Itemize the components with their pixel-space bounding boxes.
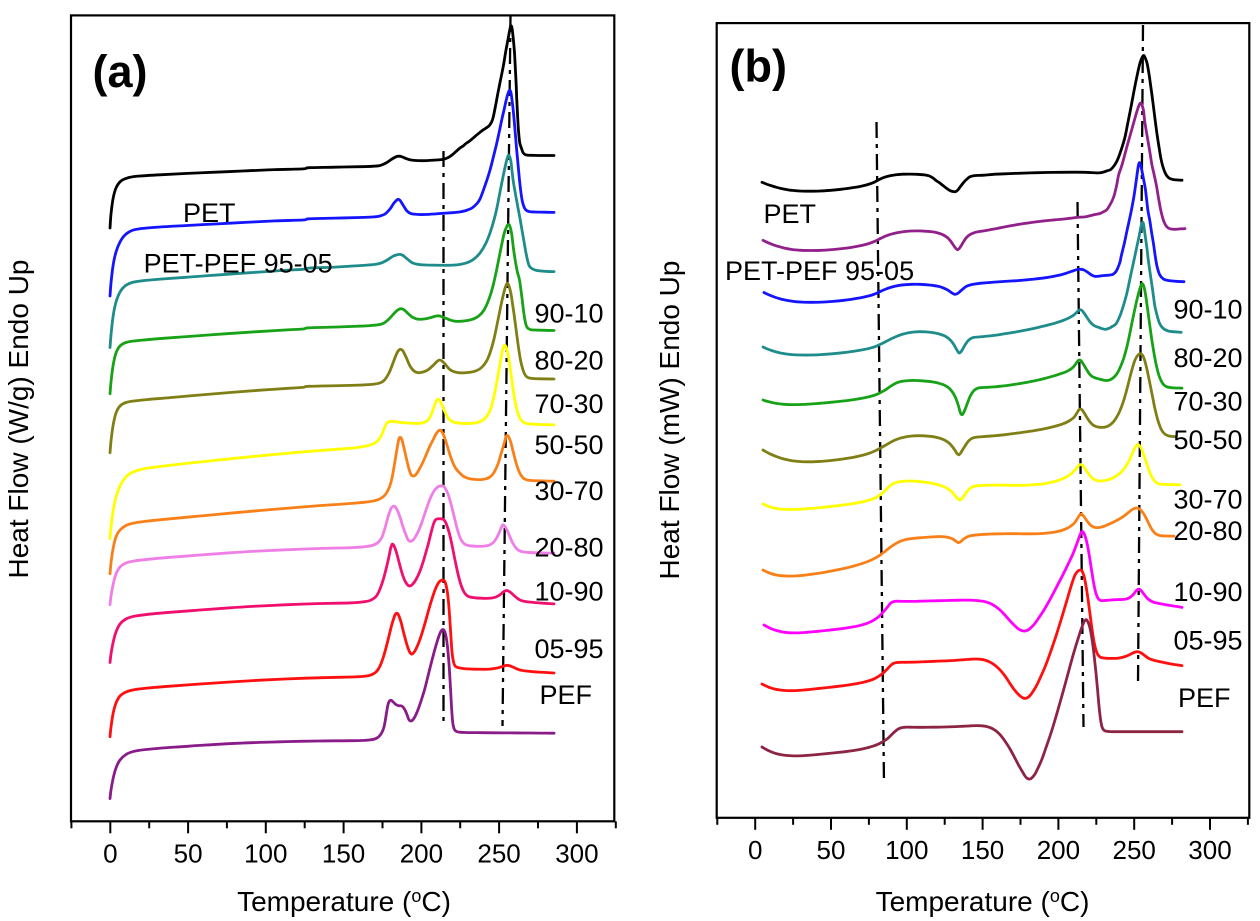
svg-text:Heat Flow (W/g) Endo Up: Heat Flow (W/g) Endo Up (3, 260, 34, 579)
svg-text:100: 100 (885, 835, 928, 865)
svg-text:300: 300 (555, 838, 598, 868)
svg-text:Heat Flow (mW) Endo Up: Heat Flow (mW) Endo Up (654, 261, 685, 580)
svg-text:50: 50 (174, 838, 203, 868)
svg-text:05-95: 05-95 (535, 634, 604, 664)
svg-text:(a): (a) (93, 46, 148, 97)
svg-text:50-50: 50-50 (535, 430, 604, 460)
svg-text:300: 300 (1188, 835, 1231, 865)
svg-text:90-10: 90-10 (1174, 295, 1243, 325)
svg-text:50-50: 50-50 (1174, 425, 1243, 455)
svg-text:80-20: 80-20 (1174, 343, 1243, 373)
svg-text:70-30: 70-30 (535, 389, 604, 419)
svg-text:20-80: 20-80 (535, 533, 604, 563)
svg-text:200: 200 (1037, 835, 1080, 865)
svg-text:150: 150 (961, 835, 1004, 865)
svg-text:30-70: 30-70 (535, 476, 604, 506)
svg-text:10-90: 10-90 (1174, 577, 1243, 607)
svg-text:(b): (b) (730, 41, 787, 92)
svg-text:0: 0 (103, 838, 117, 868)
svg-text:70-30: 70-30 (1174, 387, 1243, 417)
svg-text:200: 200 (400, 838, 443, 868)
svg-text:10-90: 10-90 (535, 577, 604, 607)
svg-text:PEF: PEF (1178, 683, 1231, 713)
svg-text:50: 50 (817, 835, 846, 865)
svg-text:05-95: 05-95 (1174, 626, 1243, 656)
svg-text:PET-PEF 95-05: PET-PEF 95-05 (725, 256, 914, 286)
svg-text:80-20: 80-20 (535, 346, 604, 376)
svg-text:100: 100 (244, 838, 287, 868)
svg-text:0: 0 (748, 835, 762, 865)
svg-text:20-80: 20-80 (1174, 516, 1243, 546)
svg-text:90-10: 90-10 (535, 299, 604, 329)
svg-text:PET: PET (183, 198, 236, 228)
svg-text:150: 150 (322, 838, 365, 868)
svg-text:250: 250 (477, 838, 520, 868)
svg-text:PEF: PEF (540, 680, 593, 710)
svg-text:250: 250 (1113, 835, 1156, 865)
svg-text:PET: PET (764, 199, 817, 229)
svg-text:30-70: 30-70 (1174, 485, 1243, 515)
svg-text:PET-PEF 95-05: PET-PEF 95-05 (144, 249, 333, 279)
